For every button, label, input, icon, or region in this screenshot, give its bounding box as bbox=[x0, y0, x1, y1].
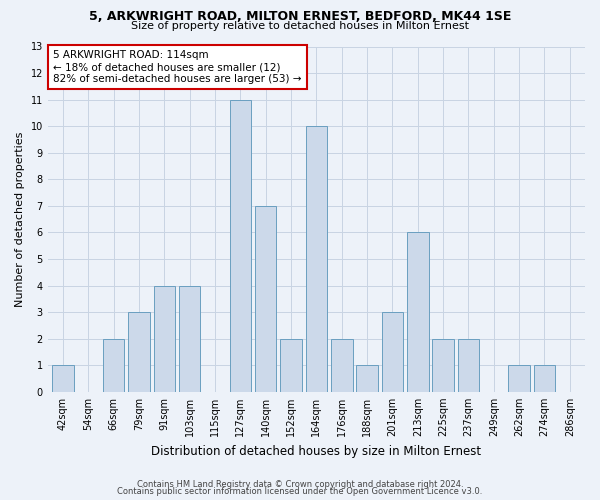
Bar bbox=[356, 365, 378, 392]
Y-axis label: Number of detached properties: Number of detached properties bbox=[15, 132, 25, 307]
X-axis label: Distribution of detached houses by size in Milton Ernest: Distribution of detached houses by size … bbox=[151, 444, 481, 458]
Bar bbox=[331, 338, 353, 392]
Bar bbox=[508, 365, 530, 392]
Text: 5 ARKWRIGHT ROAD: 114sqm
← 18% of detached houses are smaller (12)
82% of semi-d: 5 ARKWRIGHT ROAD: 114sqm ← 18% of detach… bbox=[53, 50, 302, 84]
Bar bbox=[179, 286, 200, 392]
Bar bbox=[255, 206, 277, 392]
Bar bbox=[305, 126, 327, 392]
Bar bbox=[533, 365, 555, 392]
Bar bbox=[230, 100, 251, 392]
Bar bbox=[103, 338, 124, 392]
Bar bbox=[280, 338, 302, 392]
Text: 5, ARKWRIGHT ROAD, MILTON ERNEST, BEDFORD, MK44 1SE: 5, ARKWRIGHT ROAD, MILTON ERNEST, BEDFOR… bbox=[89, 10, 511, 23]
Bar bbox=[128, 312, 150, 392]
Bar bbox=[52, 365, 74, 392]
Bar bbox=[458, 338, 479, 392]
Bar bbox=[382, 312, 403, 392]
Bar bbox=[154, 286, 175, 392]
Text: Contains public sector information licensed under the Open Government Licence v3: Contains public sector information licen… bbox=[118, 487, 482, 496]
Bar bbox=[407, 232, 428, 392]
Bar bbox=[433, 338, 454, 392]
Text: Contains HM Land Registry data © Crown copyright and database right 2024.: Contains HM Land Registry data © Crown c… bbox=[137, 480, 463, 489]
Text: Size of property relative to detached houses in Milton Ernest: Size of property relative to detached ho… bbox=[131, 21, 469, 31]
